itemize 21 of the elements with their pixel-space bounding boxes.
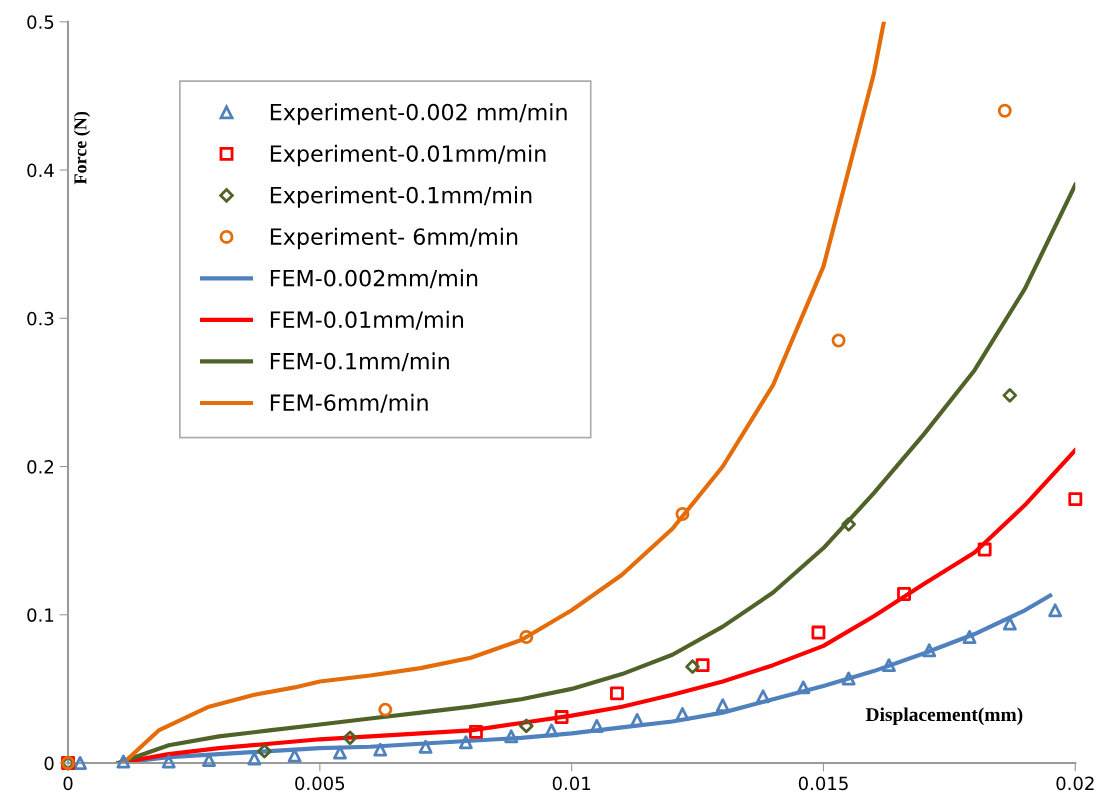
legend-label: FEM-0.01mm/min [270, 310, 464, 330]
y-tick-label: 0.4 [27, 163, 54, 178]
legend-label: Experiment-0.002 mm/min [270, 103, 567, 125]
y-tick-label: 0.1 [27, 608, 54, 622]
x-tick-label: 0.01 [552, 776, 591, 791]
legend-label: Experiment- 6mm/min [270, 227, 518, 250]
y-tick-label: 0 [44, 756, 54, 771]
legend-label: Experiment-0.1mm/min [270, 186, 532, 208]
y-tick-label: 0.2 [27, 459, 53, 474]
x-tick-label: 0.02 [1056, 776, 1094, 791]
legend-label: FEM-6mm/min [270, 393, 428, 413]
legend-label: Experiment-0.01mm/min [270, 144, 546, 167]
x-tick-label: 0.015 [798, 776, 848, 791]
y-tick-label: 0.3 [27, 311, 54, 326]
x-tick-label: 0.005 [295, 776, 345, 791]
y-tick-label: 0.5 [27, 15, 54, 29]
legend-label: FEM-0.002mm/min [270, 269, 478, 289]
legend-label: FEM-0.1mm/min [270, 352, 449, 372]
x-tick-label: 0 [63, 776, 73, 791]
y-axis-title: Force (N) [73, 111, 91, 185]
x-axis-title: Displacement(mm) [865, 707, 1023, 726]
